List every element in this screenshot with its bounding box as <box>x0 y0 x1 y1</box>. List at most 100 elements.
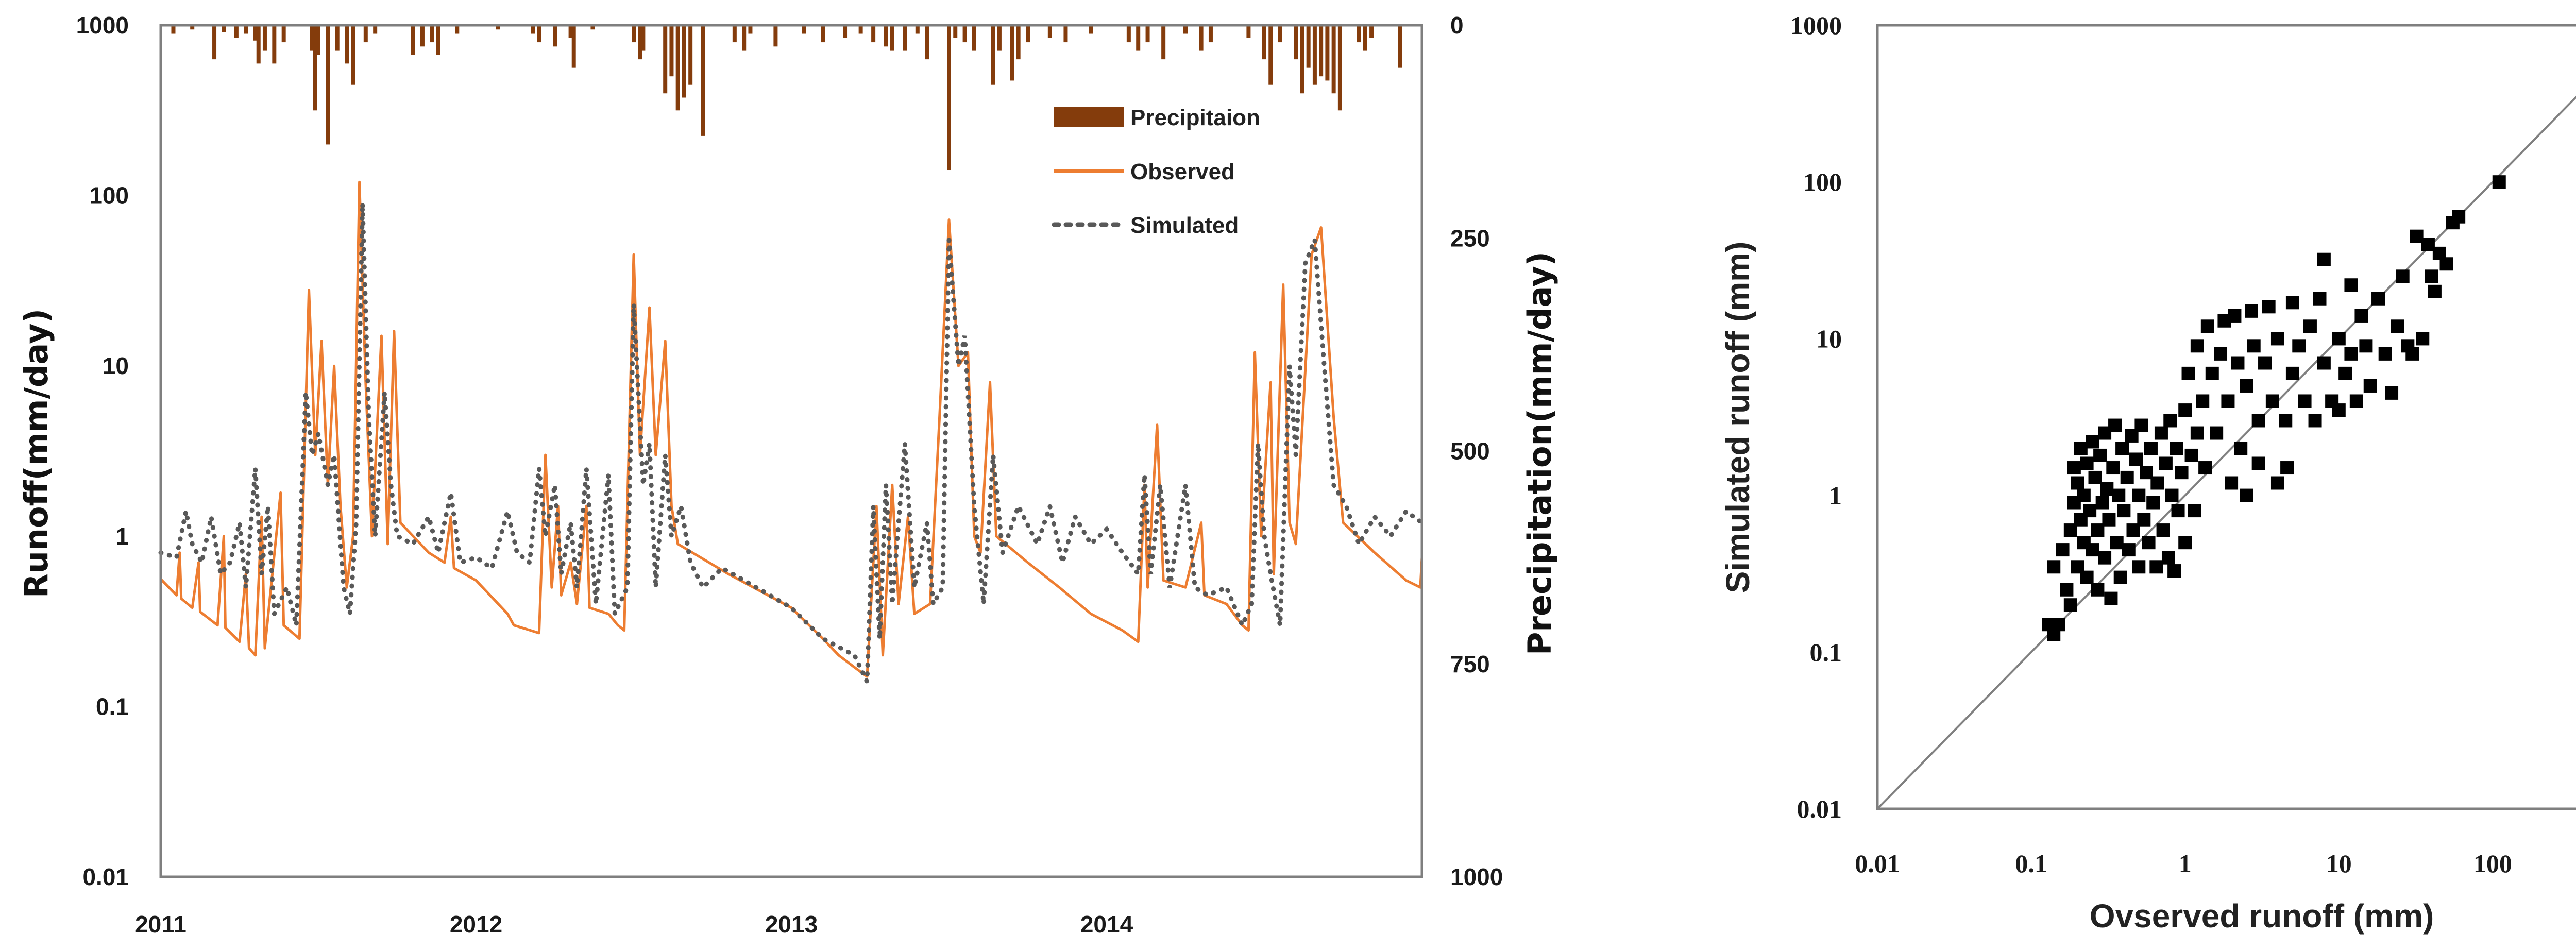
precipitation-bar <box>234 25 239 38</box>
precipitation-bar <box>272 25 277 64</box>
scatter-point <box>2080 570 2094 584</box>
scatter-point <box>2165 488 2179 502</box>
scatter-point <box>2298 394 2312 408</box>
precipitation-bar <box>962 25 967 43</box>
precipitation-bar <box>1369 25 1374 38</box>
precipitation-bar <box>675 25 680 111</box>
scatter-point <box>2188 504 2201 518</box>
x-tick-label: 2012 <box>450 911 502 938</box>
scatter-point <box>2308 414 2322 428</box>
scatter-point <box>2265 394 2279 408</box>
precipitation-bar <box>991 25 995 85</box>
precipitation-bar <box>1312 25 1317 85</box>
x-tick-label: 1 <box>2179 849 2192 878</box>
scatter-point <box>2371 292 2385 306</box>
simulated-line <box>158 203 1425 683</box>
precipitation-bar <box>632 25 636 43</box>
scatter-point <box>2258 356 2272 370</box>
observed-line <box>160 180 1423 678</box>
scatter-point <box>2106 461 2120 475</box>
precipitation-bar <box>947 25 951 171</box>
scatter-point <box>2234 442 2248 455</box>
precipitation-bar <box>1126 25 1131 43</box>
precipitation-bar <box>688 25 693 85</box>
scatter-point <box>2247 339 2261 353</box>
precipitation-bar <box>1016 25 1021 60</box>
precipitation-bar <box>363 25 368 43</box>
precipitation-bar <box>256 25 261 64</box>
scatter-point <box>2317 252 2331 266</box>
precipitation-bar <box>310 25 314 51</box>
precipitation-bar <box>858 25 863 34</box>
precipitation-bar <box>1089 25 1093 34</box>
scatter-point <box>2115 442 2129 455</box>
y2-tick-label: 250 <box>1450 225 1490 251</box>
scatter-point <box>2184 448 2198 462</box>
precipitation-bar <box>953 25 958 38</box>
scatter-point <box>2080 456 2094 470</box>
scatter-point <box>2091 583 2105 597</box>
scatter-point <box>2332 332 2346 346</box>
precipitation-bar <box>1363 25 1367 51</box>
precipitation-bar <box>1337 25 1342 111</box>
scatter-point <box>2163 414 2177 428</box>
scatter-point <box>2240 379 2253 393</box>
precipitation-bar <box>1306 25 1311 68</box>
scatter-point <box>2112 488 2126 502</box>
scatter-point <box>2144 442 2158 455</box>
legend-swatch-precipitation <box>1054 107 1124 127</box>
scatter-point <box>2221 394 2235 408</box>
precipitation-bar <box>1026 25 1030 43</box>
scatter-point <box>2104 591 2118 605</box>
precipitation-bar <box>411 25 415 55</box>
precipitation-bar <box>748 25 753 34</box>
legend-label-simulated: Simulated <box>1130 213 1239 238</box>
precipitation-bar <box>1357 25 1361 43</box>
precipitation-bar <box>638 25 642 60</box>
scatter-point <box>2280 461 2294 475</box>
precipitation-bar <box>701 25 705 136</box>
scatter-point <box>2285 366 2299 380</box>
y-tick-label: 1000 <box>76 12 129 39</box>
precipitation-bar <box>641 25 646 51</box>
legend-label-observed: Observed <box>1130 159 1235 184</box>
precipitation-bar <box>1300 25 1304 94</box>
scatter-point <box>2292 339 2306 353</box>
precipitation-bar <box>1398 25 1402 68</box>
scatter-point <box>2198 461 2212 475</box>
scatter-point <box>2156 523 2170 537</box>
y-tick-label: 10 <box>1816 324 1842 353</box>
scatter-point <box>2074 442 2088 455</box>
scatter-point <box>2344 278 2358 292</box>
precipitation-bar <box>531 25 535 34</box>
scatter-point <box>2396 269 2410 283</box>
scatter-point <box>2416 332 2430 346</box>
precipitation-bars <box>171 25 1402 171</box>
scatter-point <box>2251 456 2265 470</box>
precipitation-bar <box>1278 25 1282 43</box>
scatter-point <box>2492 175 2506 189</box>
precipitation-bar <box>1325 25 1330 81</box>
precipitation-bar <box>1161 25 1166 60</box>
legend: Precipitaion Observed Simulated <box>1052 105 1260 238</box>
precipitation-bar <box>1136 25 1141 51</box>
scatter-point <box>2354 309 2368 323</box>
scatter-point <box>2225 476 2239 490</box>
scatter-point <box>2086 543 2099 557</box>
precipitation-bar <box>1183 25 1188 34</box>
precipitation-bar <box>496 25 500 30</box>
scatter-point <box>2228 309 2242 323</box>
scatter-point <box>2132 488 2146 502</box>
y-axis-title: Simulated runoff (mm) <box>1719 242 1756 593</box>
y-tick-label: 0.01 <box>82 863 129 890</box>
scatter-point <box>2149 560 2163 574</box>
precipitation-bar <box>568 25 573 38</box>
scatter-point <box>2285 296 2299 310</box>
precipitation-bar <box>190 25 195 30</box>
scatter-point <box>2262 300 2276 314</box>
scatter-point <box>2093 448 2107 462</box>
scatter-point <box>2303 319 2317 333</box>
precipitation-bar <box>890 25 894 51</box>
x-tick-label: 0.01 <box>1855 849 1900 878</box>
scatter-point <box>2279 414 2293 428</box>
